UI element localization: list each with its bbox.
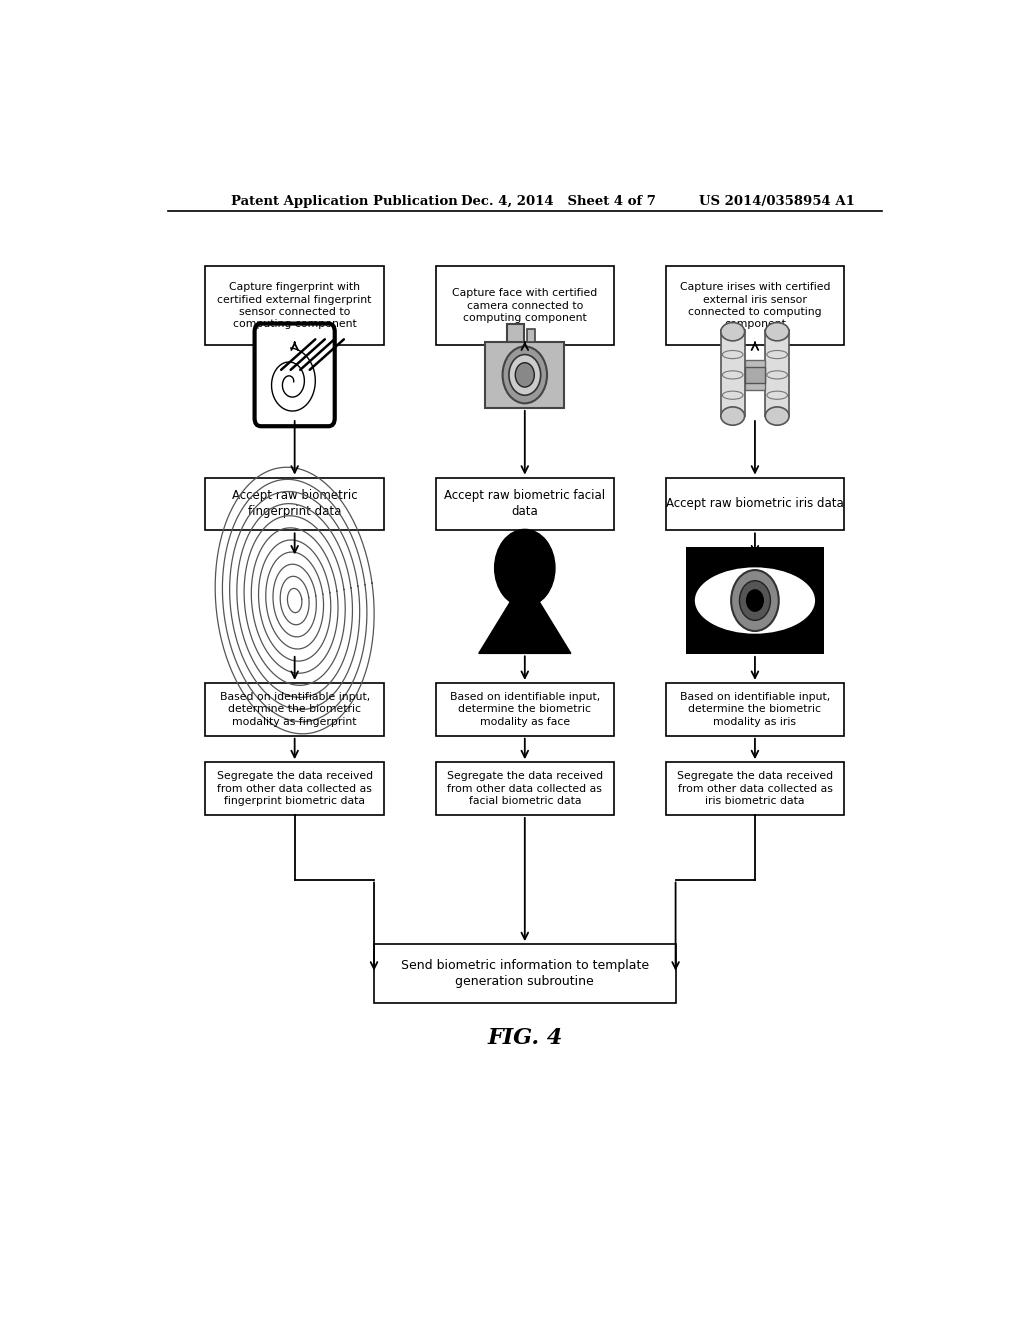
- Bar: [666, 762, 844, 814]
- Bar: [744, 359, 765, 391]
- Bar: [435, 682, 614, 735]
- Text: Capture face with certified
camera connected to
computing component: Capture face with certified camera conne…: [453, 288, 597, 323]
- Text: Accept raw biometric iris data: Accept raw biometric iris data: [666, 498, 844, 511]
- Polygon shape: [479, 602, 570, 653]
- Bar: [666, 478, 844, 531]
- Circle shape: [509, 355, 541, 395]
- Ellipse shape: [721, 322, 744, 341]
- Text: Segregate the data received
from other data collected as
facial biometric data: Segregate the data received from other d…: [446, 771, 603, 807]
- Text: Accept raw biometric
fingerprint data: Accept raw biometric fingerprint data: [231, 490, 357, 519]
- Text: Patent Application Publication: Patent Application Publication: [231, 194, 458, 207]
- Bar: [435, 267, 614, 346]
- Bar: [206, 478, 384, 531]
- Text: Based on identifiable input,
determine the biometric
modality as face: Based on identifiable input, determine t…: [450, 692, 600, 727]
- Circle shape: [746, 590, 763, 611]
- Ellipse shape: [765, 407, 790, 425]
- Bar: [765, 330, 790, 416]
- Text: Based on identifiable input,
determine the biometric
modality as iris: Based on identifiable input, determine t…: [680, 692, 830, 727]
- Bar: [744, 367, 765, 383]
- Bar: [527, 329, 536, 342]
- FancyBboxPatch shape: [255, 323, 335, 426]
- Ellipse shape: [765, 322, 790, 341]
- Text: Capture irises with certified
external iris sensor
connected to computing
compon: Capture irises with certified external i…: [680, 282, 830, 330]
- Text: Based on identifiable input,
determine the biometric
modality as fingerprint: Based on identifiable input, determine t…: [219, 692, 370, 727]
- Circle shape: [731, 570, 779, 631]
- Bar: [435, 478, 614, 531]
- Circle shape: [739, 581, 770, 620]
- Bar: [685, 548, 824, 653]
- Text: FIG. 4: FIG. 4: [487, 1027, 562, 1048]
- Bar: [666, 682, 844, 735]
- Text: Capture fingerprint with
certified external fingerprint
sensor connected to
comp: Capture fingerprint with certified exter…: [217, 282, 372, 330]
- Bar: [507, 323, 524, 342]
- Ellipse shape: [693, 566, 816, 635]
- Text: US 2014/0358954 A1: US 2014/0358954 A1: [699, 194, 855, 207]
- Bar: [206, 267, 384, 346]
- Text: Accept raw biometric facial
data: Accept raw biometric facial data: [444, 490, 605, 519]
- Bar: [206, 762, 384, 814]
- Bar: [485, 342, 564, 408]
- Text: Dec. 4, 2014   Sheet 4 of 7: Dec. 4, 2014 Sheet 4 of 7: [461, 194, 656, 207]
- Text: Segregate the data received
from other data collected as
iris biometric data: Segregate the data received from other d…: [677, 771, 833, 807]
- Text: Segregate the data received
from other data collected as
fingerprint biometric d: Segregate the data received from other d…: [217, 771, 373, 807]
- Circle shape: [495, 529, 555, 607]
- Bar: [721, 330, 744, 416]
- Ellipse shape: [721, 407, 744, 425]
- Bar: [435, 762, 614, 814]
- Bar: [374, 944, 676, 1003]
- Circle shape: [515, 363, 535, 387]
- Circle shape: [503, 346, 547, 404]
- Bar: [206, 682, 384, 735]
- Bar: [666, 267, 844, 346]
- Text: Send biometric information to template
generation subroutine: Send biometric information to template g…: [400, 960, 649, 989]
